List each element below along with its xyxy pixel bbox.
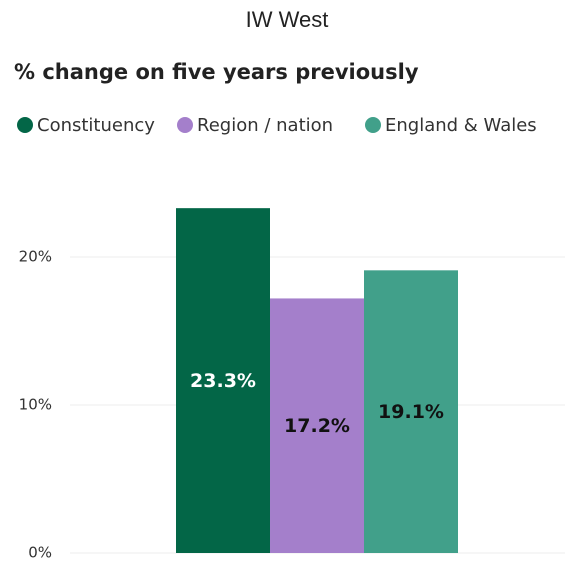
y-tick-label: 20% (19, 248, 52, 266)
legend-marker (365, 117, 381, 133)
data-label: 17.2% (284, 415, 350, 437)
bar (176, 208, 270, 553)
bar (364, 270, 458, 553)
bar (270, 298, 364, 553)
legend-marker (17, 117, 33, 133)
chart-subtitle: % change on five years previously (14, 60, 419, 84)
legend-marker (177, 117, 193, 133)
data-label: 23.3% (190, 370, 256, 392)
chart-title: IW West (246, 7, 329, 32)
legend-label: Region / nation (197, 115, 333, 136)
legend-label: England & Wales (385, 115, 537, 136)
data-label: 19.1% (378, 401, 444, 423)
y-tick-label: 0% (28, 544, 52, 562)
y-tick-label: 10% (19, 396, 52, 414)
legend-label: Constituency (37, 115, 155, 136)
